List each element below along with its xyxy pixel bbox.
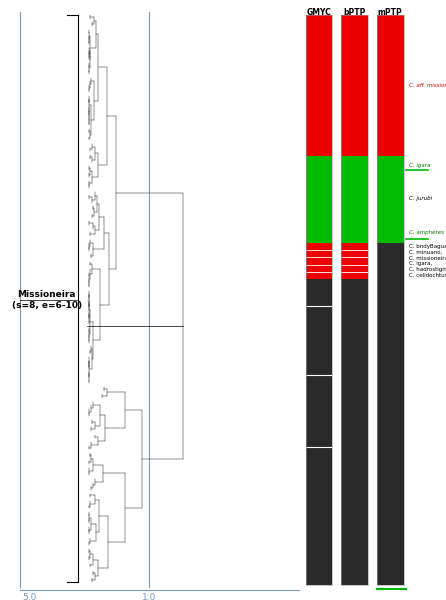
Bar bbox=[377, 480, 404, 585]
Bar bbox=[341, 156, 368, 174]
Bar bbox=[306, 480, 332, 585]
Bar bbox=[377, 279, 404, 339]
Bar bbox=[341, 15, 368, 585]
Bar bbox=[377, 15, 404, 585]
Bar bbox=[306, 222, 332, 243]
Text: GMYC: GMYC bbox=[306, 8, 331, 17]
Bar bbox=[377, 174, 404, 222]
Bar bbox=[341, 15, 368, 585]
Bar bbox=[341, 174, 368, 222]
Bar bbox=[306, 15, 332, 156]
Text: C. bndyBaguassku,
C. minuano,
C. missioneira,
C. igara,
C. hadrostigma,
C. celid: C. bndyBaguassku, C. minuano, C. mission… bbox=[409, 244, 446, 278]
Text: C. ampheres: C. ampheres bbox=[409, 230, 444, 235]
Bar bbox=[306, 15, 332, 585]
Bar bbox=[306, 339, 332, 408]
Bar bbox=[306, 243, 332, 279]
Bar bbox=[306, 174, 332, 222]
Text: bPTP: bPTP bbox=[343, 8, 366, 17]
Bar bbox=[306, 279, 332, 339]
Text: C. igara: C. igara bbox=[409, 163, 430, 167]
Bar bbox=[341, 408, 368, 480]
Bar bbox=[377, 222, 404, 243]
Bar bbox=[306, 156, 332, 174]
Bar bbox=[377, 339, 404, 408]
Text: C. jurubi: C. jurubi bbox=[409, 196, 432, 200]
Text: 1.0: 1.0 bbox=[142, 593, 157, 600]
Text: C. aff. missioneira: C. aff. missioneira bbox=[409, 83, 446, 88]
Bar bbox=[341, 339, 368, 408]
Text: mPTP: mPTP bbox=[378, 8, 403, 17]
Bar bbox=[306, 15, 332, 585]
Bar bbox=[341, 480, 368, 585]
Bar bbox=[377, 156, 404, 174]
Text: 5.0: 5.0 bbox=[22, 593, 36, 600]
Text: Missioneira
(s=8, e=6-10): Missioneira (s=8, e=6-10) bbox=[12, 290, 82, 310]
Bar bbox=[341, 279, 368, 339]
Bar bbox=[377, 15, 404, 156]
Bar bbox=[377, 408, 404, 480]
Bar bbox=[341, 222, 368, 243]
Bar bbox=[377, 15, 404, 585]
Bar bbox=[341, 243, 368, 279]
Bar bbox=[306, 408, 332, 480]
Bar bbox=[377, 243, 404, 279]
Bar bbox=[341, 15, 368, 156]
